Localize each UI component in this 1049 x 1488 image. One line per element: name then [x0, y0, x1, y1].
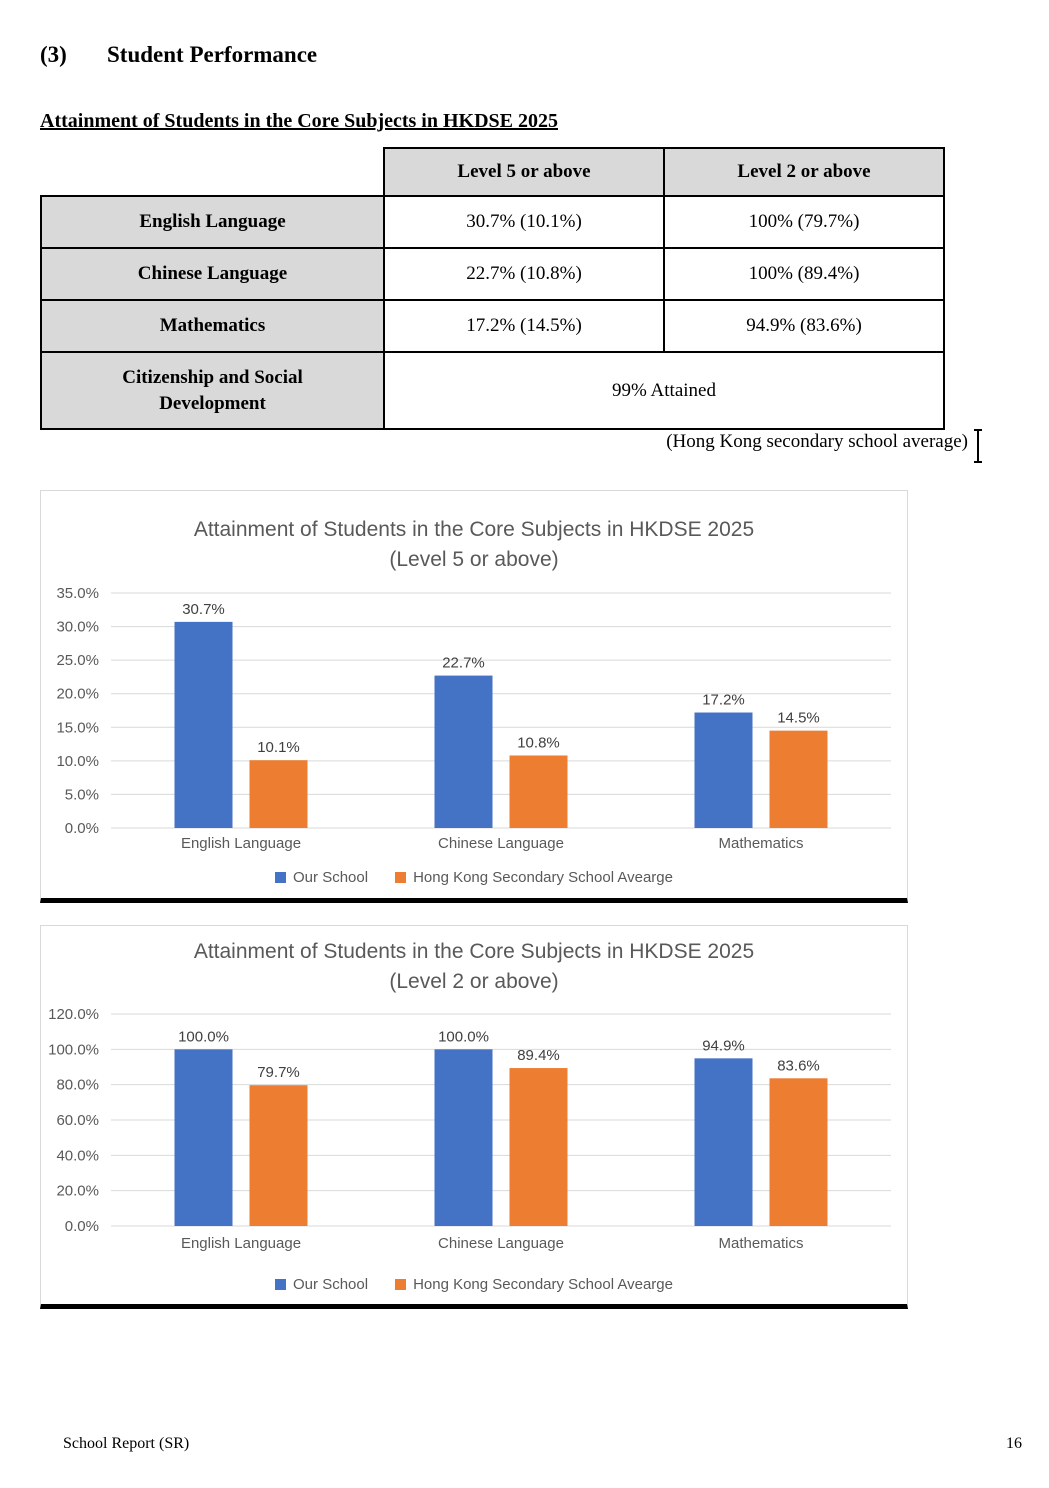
y-tick-label: 20.0% — [56, 686, 99, 703]
footer-page-number: 16 — [1006, 1435, 1022, 1452]
legend-marker-hk-average — [395, 1279, 407, 1290]
legend-label-hk-average: Hong Kong Secondary School Avearge — [413, 1276, 673, 1293]
table-row: English Language 30.7% (10.1%) 100% (79.… — [40, 195, 945, 249]
legend-marker-our-school — [275, 1279, 287, 1290]
y-tick-label: 60.0% — [56, 1112, 99, 1129]
legend-item-hk-average: Hong Kong Secondary School Avearge — [395, 869, 673, 886]
data-label: 100.0% — [178, 1028, 229, 1045]
text-cursor — [973, 429, 984, 463]
bar-our-school — [434, 675, 493, 828]
row-label-chinese: Chinese Language — [40, 247, 385, 301]
table-header-row: Level 5 or above Level 2 or above — [41, 147, 945, 197]
col-header-level5: Level 5 or above — [383, 147, 665, 197]
bar-our-school — [694, 712, 753, 828]
y-tick-label: 100.0% — [48, 1041, 99, 1058]
data-label: 22.7% — [442, 655, 485, 672]
y-tick-label: 80.0% — [56, 1077, 99, 1094]
cell-english-level5: 30.7% (10.1%) — [383, 195, 665, 249]
data-label: 14.5% — [777, 710, 820, 727]
bar-hk-average — [769, 730, 828, 828]
bar-our-school — [434, 1049, 493, 1226]
cell-csd-attained: 99% Attained — [383, 351, 945, 430]
table-caption: Attainment of Students in the Core Subje… — [40, 110, 558, 132]
data-label: 10.1% — [257, 739, 300, 756]
chart-level5: Attainment of Students in the Core Subje… — [40, 490, 908, 903]
row-label-mathematics: Mathematics — [40, 299, 385, 353]
cell-chinese-level5: 22.7% (10.8%) — [383, 247, 665, 301]
bar-hk-average — [769, 1078, 828, 1226]
row-label-csd: Citizenship and Social Development — [40, 351, 385, 430]
y-tick-label: 5.0% — [65, 786, 99, 803]
chart-legend: Our School Hong Kong Secondary School Av… — [41, 1276, 907, 1293]
cell-english-level2: 100% (79.7%) — [663, 195, 945, 249]
bar-hk-average — [249, 760, 308, 828]
row-label-csd-text: Citizenship and Social Development — [122, 366, 303, 414]
y-tick-label: 120.0% — [48, 1006, 99, 1023]
legend-marker-our-school — [275, 872, 287, 883]
y-tick-label: 10.0% — [56, 753, 99, 770]
category-label: Chinese Language — [438, 1235, 564, 1252]
chart-level5-canvas: Attainment of Students in the Core Subje… — [56, 518, 891, 852]
bar-our-school — [174, 621, 233, 828]
y-tick-label: 30.0% — [56, 619, 99, 636]
y-tick-label: 15.0% — [56, 719, 99, 736]
y-tick-label: 0.0% — [65, 820, 99, 837]
y-tick-label: 20.0% — [56, 1183, 99, 1200]
cursor-stem — [977, 429, 979, 463]
legend-label-our-school: Our School — [293, 1276, 369, 1293]
row-label-english: English Language — [40, 195, 385, 249]
category-label: Chinese Language — [438, 835, 564, 852]
bar-hk-average — [509, 755, 568, 828]
data-label: 100.0% — [438, 1028, 489, 1045]
section-heading: (3) Student Performance — [40, 42, 317, 68]
category-label: English Language — [181, 835, 301, 852]
legend-item-our-school: Our School — [275, 869, 368, 886]
bar-hk-average — [509, 1068, 568, 1226]
col-header-level2: Level 2 or above — [663, 147, 945, 197]
data-label: 10.8% — [517, 734, 560, 751]
table-corner-cell — [41, 148, 384, 196]
bar-our-school — [174, 1049, 233, 1226]
table-row: Chinese Language 22.7% (10.8%) 100% (89.… — [40, 247, 945, 301]
footer-document-title: School Report (SR) — [63, 1435, 190, 1452]
category-label: Mathematics — [718, 835, 803, 852]
chart-level2-canvas: Attainment of Students in the Core Subje… — [48, 940, 891, 1252]
cell-mathematics-level2: 94.9% (83.6%) — [663, 299, 945, 353]
y-tick-label: 40.0% — [56, 1147, 99, 1164]
data-label: 89.4% — [517, 1047, 560, 1064]
category-label: English Language — [181, 1235, 301, 1252]
data-label: 17.2% — [702, 692, 745, 709]
legend-item-our-school: Our School — [275, 1276, 368, 1293]
legend-marker-hk-average — [395, 872, 407, 883]
data-label: 79.7% — [257, 1064, 300, 1081]
chart-title: Attainment of Students in the Core Subje… — [194, 940, 754, 963]
chart-subtitle: (Level 5 or above) — [389, 548, 558, 571]
data-label: 83.6% — [777, 1057, 820, 1074]
y-tick-label: 0.0% — [65, 1218, 99, 1235]
chart-title: Attainment of Students in the Core Subje… — [194, 518, 754, 541]
data-label: 94.9% — [702, 1037, 745, 1054]
y-tick-label: 25.0% — [56, 652, 99, 669]
table-row: Mathematics 17.2% (14.5%) 94.9% (83.6%) — [40, 299, 945, 353]
attainment-table: Level 5 or above Level 2 or above Englis… — [40, 147, 945, 430]
bar-hk-average — [249, 1085, 308, 1226]
category-label: Mathematics — [718, 1235, 803, 1252]
hk-average-note: (Hong Kong secondary school average) — [666, 431, 968, 452]
legend-item-hk-average: Hong Kong Secondary School Avearge — [395, 1276, 673, 1293]
section-title: Student Performance — [107, 42, 318, 67]
chart-subtitle: (Level 2 or above) — [389, 970, 558, 993]
legend-label-hk-average: Hong Kong Secondary School Avearge — [413, 869, 673, 886]
bar-our-school — [694, 1058, 753, 1226]
y-tick-label: 35.0% — [56, 585, 99, 602]
section-number: (3) — [40, 42, 67, 67]
cell-mathematics-level5: 17.2% (14.5%) — [383, 299, 665, 353]
cell-chinese-level2: 100% (89.4%) — [663, 247, 945, 301]
table-row: Citizenship and Social Development 99% A… — [40, 351, 945, 430]
cursor-cap-bottom — [974, 461, 982, 463]
chart-level2: Attainment of Students in the Core Subje… — [40, 925, 908, 1309]
data-label: 30.7% — [182, 601, 225, 618]
chart-legend: Our School Hong Kong Secondary School Av… — [41, 869, 907, 886]
legend-label-our-school: Our School — [293, 869, 369, 886]
